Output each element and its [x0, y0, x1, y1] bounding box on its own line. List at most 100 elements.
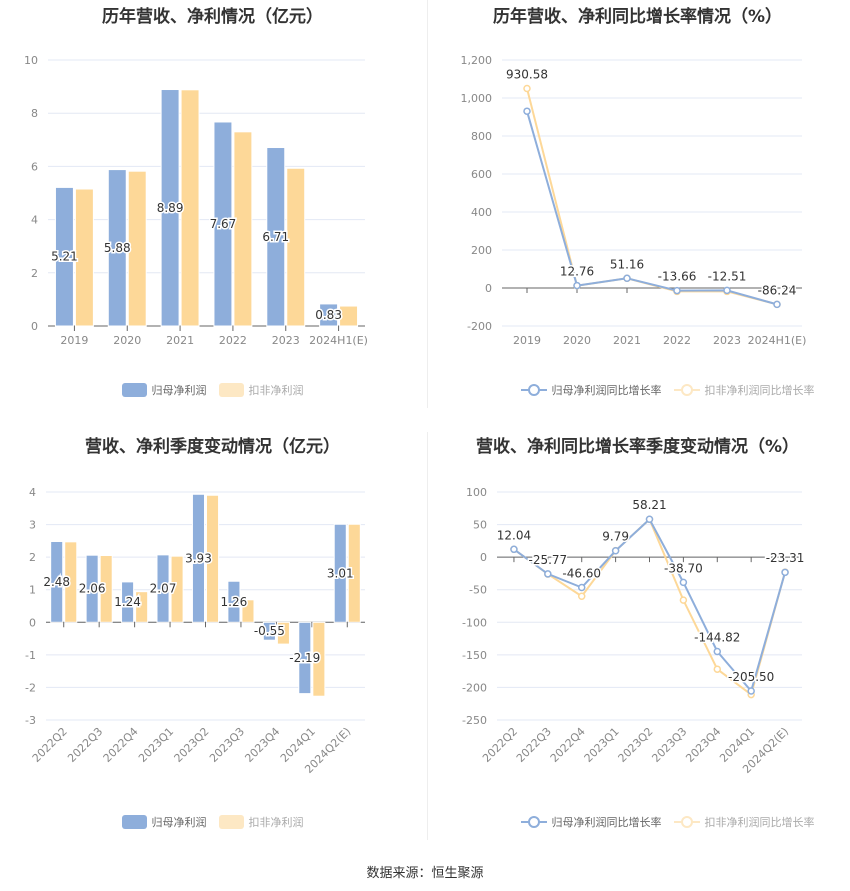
legend: 归母净利润 扣非净利润	[0, 382, 425, 398]
legend-item[interactable]: 扣非净利润同比增长率	[673, 814, 815, 830]
y-tick-label: -3	[25, 714, 36, 727]
legend-line-icon	[673, 384, 700, 396]
data-label: -23.31	[766, 551, 805, 565]
bar	[213, 121, 233, 327]
legend: 归母净利润同比增长率 扣非净利润同比增长率	[455, 382, 850, 398]
data-label: 2.07	[150, 582, 177, 596]
chart-quarterly-profit: 营收、净利季度变动情况（亿元） -3 -2 -1 0 1 2 3 4 2022Q2 2022Q3 2…	[0, 430, 425, 860]
data-point	[523, 107, 531, 115]
bar	[312, 621, 326, 697]
y-tick-label: -150	[462, 649, 487, 662]
data-label: -86.24	[758, 283, 797, 297]
data-label: -12.51	[708, 269, 747, 283]
data-label: 1.24	[114, 595, 141, 609]
legend-item[interactable]: 扣非净利润	[218, 382, 304, 398]
x-tick-label: 2024H1(E)	[748, 334, 807, 347]
bar	[160, 89, 180, 327]
y-tick-label: 2	[29, 551, 36, 564]
y-tick-label: -1	[25, 649, 36, 662]
data-point	[679, 596, 688, 604]
series-line	[526, 110, 778, 306]
data-label: 12.76	[560, 265, 594, 279]
y-tick-label: 10	[24, 54, 38, 67]
x-tick-label: 2023Q4	[683, 725, 723, 765]
bar	[127, 170, 147, 327]
x-tick-label: 2023Q2	[172, 725, 212, 765]
bar	[333, 523, 347, 623]
data-point	[773, 300, 781, 309]
y-tick-label: 1	[29, 584, 36, 597]
legend-swatch-icon	[121, 383, 147, 397]
legend: 归母净利润 扣非净利润	[0, 814, 425, 830]
chart-quarterly-growth: 营收、净利同比增长率季度变动情况（%） -250 -200 -150 -100 -50 0…	[425, 430, 850, 860]
y-tick-label: -200	[467, 320, 492, 333]
bar	[347, 523, 361, 623]
y-tick-label: 100	[466, 486, 487, 499]
y-tick-label: -200	[462, 681, 487, 694]
chart-plot: -200 0 200 400 600 800 1,000 1,200 2019 2020 2021 2…	[461, 54, 807, 347]
legend-label: 归母净利润	[151, 384, 207, 397]
bar	[85, 554, 99, 623]
legend-item[interactable]: 扣非净利润	[218, 814, 304, 830]
x-tick-label: 2022Q4	[548, 725, 588, 765]
bar	[339, 305, 359, 327]
data-label: 3.01	[327, 566, 354, 580]
legend-label: 归母净利润	[151, 816, 207, 829]
x-tick-label: 2023Q1	[136, 725, 176, 765]
x-tick-label: 2023Q1	[582, 725, 622, 765]
legend-swatch-icon	[121, 815, 147, 829]
x-tick-label: 2023	[272, 334, 300, 347]
x-tick-label: 2019	[513, 334, 541, 347]
legend-label: 归母净利润同比增长率	[551, 816, 662, 829]
legend-item[interactable]: 归母净利润	[121, 382, 207, 398]
legend-label: 扣非净利润同比增长率	[704, 384, 815, 397]
chart-title: 历年营收、净利同比增长率情况（%）	[492, 7, 783, 27]
data-point	[713, 647, 722, 656]
bar	[286, 167, 306, 327]
data-point	[645, 515, 654, 523]
bar	[298, 621, 312, 695]
y-tick-label: 0	[480, 551, 487, 564]
y-tick-label: -2	[25, 681, 36, 694]
x-tick-label: 2022Q2	[30, 725, 70, 765]
x-tick-label: 2022Q2	[480, 725, 520, 765]
data-label: 1.26	[221, 595, 248, 609]
data-label: 58.21	[632, 498, 666, 512]
bar	[50, 541, 64, 623]
y-tick-label: -100	[462, 616, 487, 629]
legend-item[interactable]: 归母净利润同比增长率	[520, 382, 662, 398]
data-point	[673, 286, 681, 295]
legend-item[interactable]: 归母净利润	[121, 814, 207, 830]
y-tick-label: 0	[31, 320, 38, 333]
bar	[74, 188, 94, 327]
bar	[262, 621, 276, 641]
data-label: 3.93	[185, 551, 212, 565]
legend-item[interactable]: 归母净利润同比增长率	[520, 814, 662, 830]
legend-line-icon	[520, 384, 547, 396]
y-tick-label: 0	[29, 616, 36, 629]
y-tick-label: 50	[473, 519, 487, 532]
data-label: 2.48	[43, 575, 70, 589]
bar	[135, 591, 149, 623]
y-tick-label: 6	[31, 160, 38, 173]
chart-plot: -3-2-1012342022Q22022Q32022Q42023Q12023Q…	[25, 486, 365, 776]
data-point	[577, 583, 586, 592]
y-tick-label: 800	[471, 130, 492, 143]
data-point	[510, 545, 518, 554]
y-tick-label: -250	[462, 714, 487, 727]
legend-item[interactable]: 扣非净利润同比增长率	[673, 382, 815, 398]
bar	[99, 555, 113, 623]
data-label: 5.21	[51, 250, 78, 264]
data-label: -205.50	[728, 670, 774, 684]
x-tick-label: 2024H1(E)	[309, 334, 368, 347]
legend-label: 扣非净利润同比增长率	[704, 816, 815, 829]
data-point	[623, 274, 631, 283]
data-label: 9.79	[602, 530, 629, 544]
y-tick-label: 200	[471, 244, 492, 257]
data-label: -0.55	[254, 624, 285, 638]
data-label: -13.66	[658, 270, 697, 284]
chart-annual-profit: 历年营收、净利情况（亿元） 0 2 4 6 8 10 2019 2020 2021 2022 202…	[0, 0, 425, 430]
series-line	[513, 517, 787, 697]
y-tick-label: 4	[29, 486, 36, 499]
data-label: -144.82	[694, 630, 740, 644]
